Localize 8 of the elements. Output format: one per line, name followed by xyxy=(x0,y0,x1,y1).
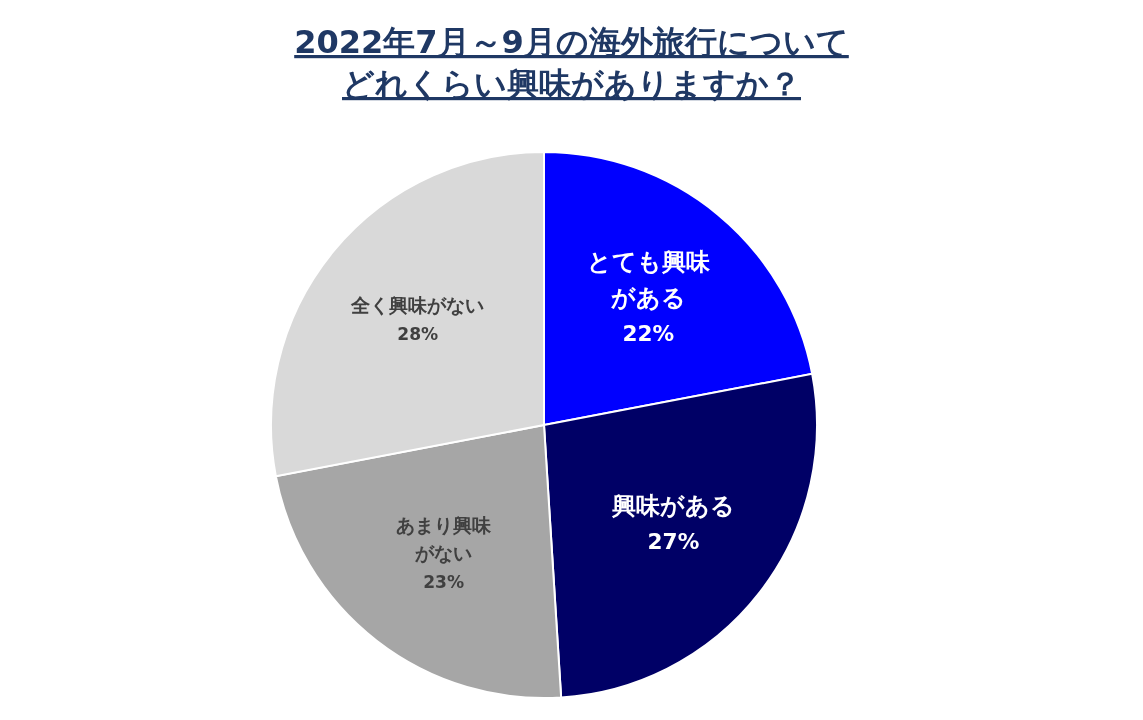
slice-label: 興味がある xyxy=(610,492,735,521)
slice-label: 全く興味がない xyxy=(350,293,485,316)
data-label: 23% xyxy=(423,571,465,592)
data-label: 28% xyxy=(397,323,439,344)
slice-label: あまり興味がない xyxy=(396,513,493,564)
slice-label: とても興味がある xyxy=(586,247,711,312)
data-label: 27% xyxy=(647,529,700,555)
data-label: 22% xyxy=(622,320,675,346)
